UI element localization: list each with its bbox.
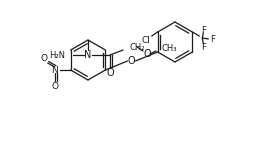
- Text: O: O: [128, 56, 135, 66]
- Text: O: O: [40, 53, 47, 62]
- Text: CH₃: CH₃: [162, 44, 178, 53]
- Text: CH₂: CH₂: [129, 42, 144, 52]
- Text: Cl: Cl: [141, 36, 150, 45]
- Text: N: N: [51, 66, 58, 74]
- Text: F: F: [201, 42, 206, 52]
- Text: H₂N: H₂N: [49, 50, 65, 59]
- Text: F: F: [210, 34, 215, 44]
- Text: F: F: [201, 25, 206, 34]
- Text: N: N: [84, 50, 92, 60]
- Text: O: O: [51, 82, 58, 90]
- Text: O: O: [106, 68, 114, 78]
- Text: O: O: [143, 49, 151, 59]
